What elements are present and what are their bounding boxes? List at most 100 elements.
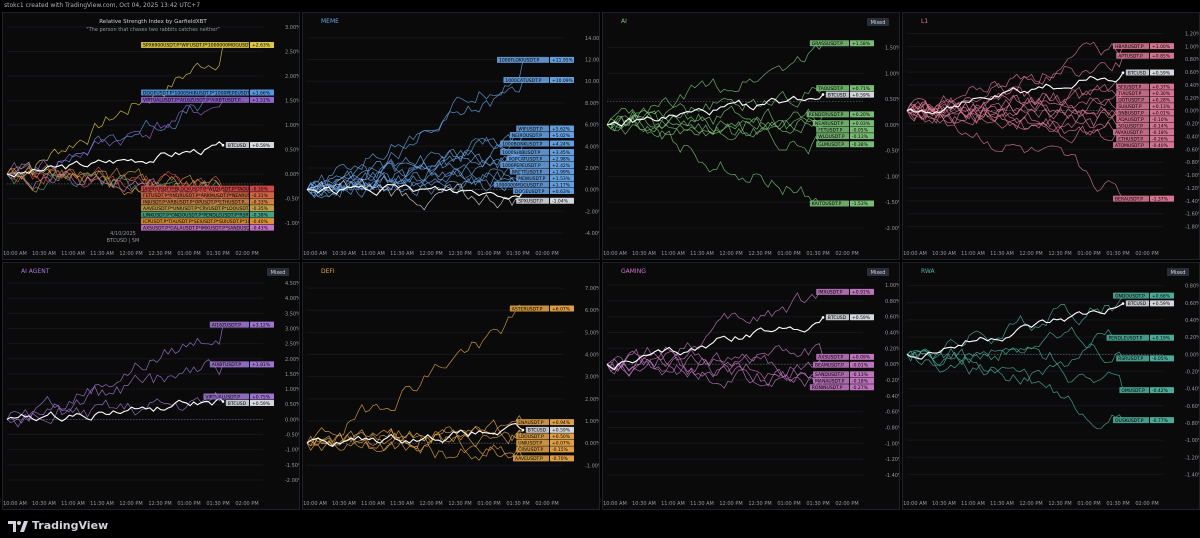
series-label: 1000000MOGUSDT.P +1.17%	[493, 181, 574, 188]
label-name-bg	[516, 433, 549, 440]
label-name-bg	[509, 305, 549, 312]
panel-meme[interactable]: 14.00% 12.00% 10.00% 8.00% 6.00% 4.00% 2.00% 0.…	[302, 12, 600, 260]
label-pct-bg	[850, 353, 874, 360]
series-label: ATOMUSDT.P -0.40%	[1113, 142, 1174, 149]
label-pct-bg	[1150, 83, 1174, 90]
series-label: BTCUSD +0.59%	[1125, 300, 1174, 307]
label-name-bg	[816, 126, 849, 133]
y-tick-label: 3.50%	[285, 311, 300, 317]
mixed-badge: Mixed	[1171, 270, 1186, 276]
series-label: INJUSDT.P*ARBUSDT.P*OPUSDT.P*ETHUSDT.P..…	[141, 198, 274, 205]
panel-gaming[interactable]: 1.00% 0.80% 0.60% 0.40% 0.20% 0.00% -0.20% -0.4…	[602, 262, 900, 510]
y-tick-label: -0.60%	[1185, 147, 1200, 153]
series-label: BTCUSD +0.59%	[825, 314, 874, 321]
label-pct: +0.19%	[1152, 336, 1171, 342]
panel-rwa[interactable]: 0.80% 0.60% 0.40% 0.20% 0.00% -0.20% -0.40% -0.…	[902, 262, 1200, 510]
x-tick-label: 02:00 PM	[235, 501, 258, 507]
label-name-bg	[500, 149, 549, 156]
y-tick-label: 1.00%	[285, 123, 300, 129]
series-label: RSRUSDT.P -0.05%	[1116, 355, 1174, 362]
btc-line	[606, 94, 824, 127]
y-tick-label: 0.20%	[885, 346, 900, 352]
label-name: BERAUSDT.P	[1115, 196, 1143, 202]
panel-title: DEFI	[321, 268, 335, 275]
label-pct-bg	[850, 133, 874, 140]
x-tick-label: 10:00 AM	[603, 501, 627, 507]
y-tick-label: -0.20%	[1185, 369, 1200, 375]
y-tick-label: -0.40%	[1185, 387, 1200, 393]
label-name-bg	[816, 141, 849, 148]
label-pct-bg	[250, 393, 274, 400]
label-pct: +0.30%	[1152, 91, 1171, 97]
label-name: MEWUSDT.P	[518, 176, 545, 182]
series-line	[906, 41, 1124, 115]
label-name-bg	[1113, 129, 1149, 136]
label-pct-bg	[250, 198, 274, 205]
y-tick-label: -1.60%	[1185, 212, 1200, 218]
label-pct: +1.99%	[552, 169, 571, 175]
label-pct: +3.12%	[252, 322, 271, 328]
panel-ai[interactable]: 1.50% 1.00% 0.50% 0.00% -0.50% -1.00% -1.50% -2…	[602, 12, 900, 260]
series-line	[306, 304, 524, 444]
label-pct: +0.13%	[1152, 104, 1171, 110]
label-pct: +1.58%	[852, 41, 871, 47]
x-tick-label: 12:00 PM	[119, 251, 142, 257]
series-label: DOGEUSDT.P*1000SHIBUSDT.P*1000PEPEUSDT..…	[141, 89, 274, 96]
series-label: CRVUSDT.P -0.15%	[516, 446, 574, 453]
panel-overview[interactable]: 3.00% 2.50% 2.00% 1.50% 1.00% 0.50% 0.00% -0.50…	[2, 12, 300, 260]
btc-endpoint	[821, 93, 825, 96]
series-label: AXSUSDT.P +0.09%	[816, 353, 874, 361]
label-name: DOTUSDT.P	[1118, 97, 1144, 103]
label-pct: +0.07%	[552, 441, 571, 447]
watermark-text: 4/10/2025	[110, 231, 136, 237]
series-line	[606, 291, 824, 371]
series-line	[306, 168, 524, 192]
series-label: FETUSDT.P -0.05%	[816, 126, 874, 133]
label-pct-bg	[550, 140, 574, 147]
panel-defi[interactable]: 7.00% 6.00% 5.00% 4.00% 3.00% 2.00% 1.00% 0.00%…	[302, 262, 600, 510]
label-name-bg	[513, 455, 549, 462]
label-name-bg	[825, 314, 849, 321]
panel-l1[interactable]: 1.20% 1.00% 0.80% 0.60% 0.40% 0.20% 0.00% -0.20…	[902, 12, 1200, 260]
btc-line	[6, 141, 224, 178]
label-name-bg	[209, 361, 249, 368]
label-name: BNBUSDT.P	[1118, 110, 1144, 116]
panel-ai-agent[interactable]: 4.50% 4.00% 3.50% 3.00% 2.50% 2.00% 1.50% 1.00%…	[2, 262, 300, 510]
y-tick-label: 7.00%	[585, 286, 600, 292]
label-pct-bg	[850, 85, 874, 92]
label-pct-bg	[550, 175, 574, 182]
label-pct: -1.37%	[1152, 196, 1169, 202]
label-name: AVAXUSDT.P	[1115, 130, 1143, 136]
label-pct-bg	[1150, 109, 1174, 116]
label-pct: +10.09%	[552, 78, 574, 84]
label-name: UNIUSDT.P	[518, 441, 542, 447]
x-tick-label: 11:00 AM	[61, 501, 85, 507]
label-pct: -0.42%	[1152, 388, 1169, 394]
series-label: TIAUSDT.P +0.30%	[1116, 90, 1174, 97]
label-name: 1000000MOGUSDT.P	[496, 182, 543, 188]
x-tick-label: 12:30 PM	[148, 251, 171, 257]
x-tick-label: 11:00 AM	[661, 251, 685, 257]
label-name: BRETTUSDT.P	[512, 169, 543, 175]
y-tick-label: -0.60%	[885, 410, 900, 416]
label-name: APTUSDT.P	[1118, 54, 1143, 60]
label-pct-bg	[850, 111, 874, 118]
series-line	[906, 55, 1124, 120]
series-line	[906, 348, 1124, 430]
label-pct-bg	[1150, 417, 1174, 424]
x-tick-label: 11:30 AM	[90, 251, 114, 257]
label-name: 1000FLOKIUSDT.P	[499, 58, 539, 64]
label-name-bg	[141, 211, 249, 218]
series-label: BNBUSDT.P +0.01%	[1116, 109, 1174, 116]
label-pct-bg	[1150, 355, 1174, 362]
y-tick-label: 2.00%	[285, 74, 300, 80]
badge-bg	[867, 18, 889, 26]
tradingview-logo-icon[interactable]	[8, 521, 28, 532]
y-tick-label: 3.00%	[585, 375, 600, 381]
label-pct-bg	[550, 197, 574, 204]
label-pct: +0.59%	[852, 315, 871, 321]
tradingview-brand[interactable]: TradingView	[32, 519, 109, 532]
x-tick-label: 10:30 AM	[632, 251, 656, 257]
series-line	[306, 60, 524, 190]
label-name-bg	[141, 96, 249, 103]
